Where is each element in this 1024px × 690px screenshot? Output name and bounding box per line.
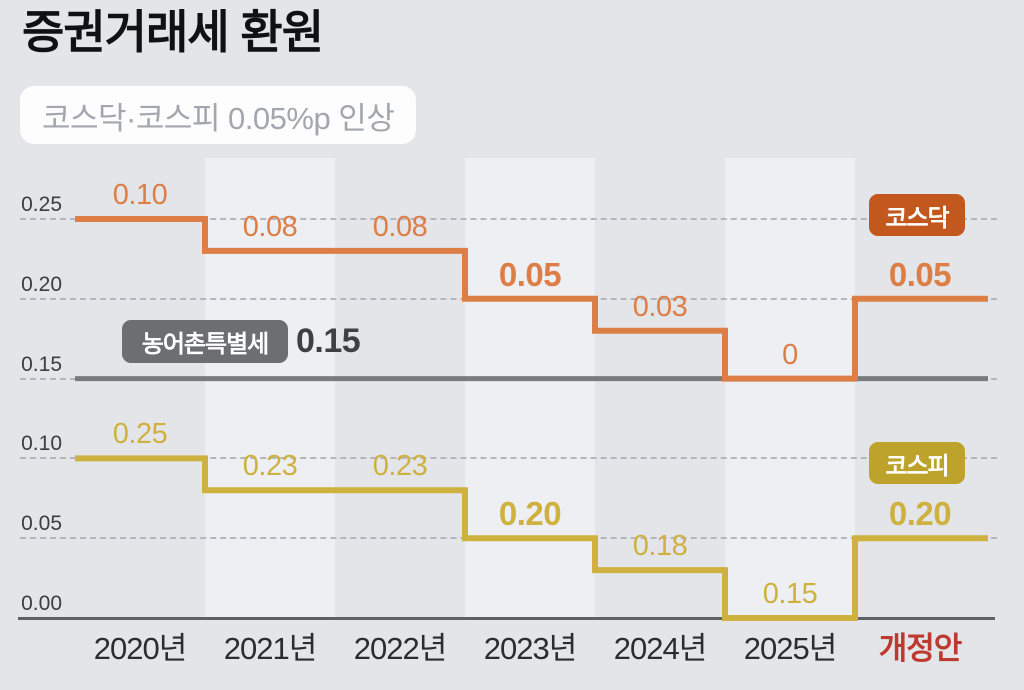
- y-axis-tick-label: 0.00: [21, 592, 62, 615]
- page-title: 증권거래세 환원: [22, 6, 324, 58]
- x-axis-label-4: 2023년: [483, 631, 577, 666]
- x-axis-label-5: 2024년: [613, 631, 707, 666]
- kospi-badge-label: 코스피: [885, 452, 949, 480]
- data-label-코스닥-2023년: 0.05: [498, 255, 562, 293]
- data-label-코스피-2025년: 0.15: [762, 578, 818, 610]
- subtitle-pill: 코스닥·코스피 0.05%p 인상: [20, 86, 417, 144]
- x-axis-label-6: 2025년: [743, 631, 837, 666]
- special-tax-value: 0.15: [296, 322, 361, 360]
- data-label-코스피-2020년: 0.25: [112, 418, 168, 451]
- y-axis-tick-label: 0.05: [21, 512, 62, 536]
- data-label-코스피-2021년: 0.23: [242, 450, 298, 483]
- gridline: [20, 218, 997, 220]
- y-axis-tick-label: 0.25: [21, 193, 62, 216]
- data-label-코스닥-2021년: 0.08: [242, 210, 298, 243]
- background-stripe: [465, 158, 595, 618]
- data-label-코스닥-개정안: 0.05: [888, 255, 952, 293]
- special-tax-badge-label: 농어촌특별세: [141, 331, 269, 358]
- x-axis-label-7: 개정안: [878, 631, 963, 666]
- data-label-코스피-2024년: 0.18: [632, 530, 688, 563]
- subtitle-text: 코스닥·코스피 0.05%p 인상: [42, 100, 395, 136]
- data-label-코스닥-2020년: 0.10: [112, 179, 168, 211]
- y-axis-tick-label: 0.15: [21, 352, 62, 376]
- gridline: [20, 457, 997, 460]
- data-label-코스피-2022년: 0.23: [372, 450, 428, 483]
- kosdaq-badge-label: 코스닥: [885, 204, 949, 232]
- data-label-코스피-2023년: 0.20: [498, 495, 562, 533]
- special-tax-badge: 농어촌특별세: [122, 320, 288, 363]
- series-line-코스피: [75, 455, 988, 621]
- data-label-코스닥-2022년: 0.08: [372, 210, 428, 243]
- background-stripe: [725, 158, 855, 618]
- x-axis-line: [18, 617, 995, 620]
- series-line-코스닥: [75, 216, 988, 382]
- kospi-legend-badge: 코스피: [869, 442, 965, 484]
- x-axis-label-2: 2021년: [223, 631, 317, 666]
- x-axis-label-3: 2022년: [353, 631, 447, 666]
- background-stripe: [205, 158, 335, 618]
- kosdaq-legend-badge: 코스닥: [869, 194, 965, 236]
- data-label-코스피-개정안: 0.20: [888, 495, 952, 533]
- x-axis-label-1: 2020년: [93, 631, 187, 666]
- data-label-코스닥-2024년: 0.03: [632, 290, 688, 323]
- data-label-코스닥-2025년: 0: [782, 338, 798, 371]
- y-axis-tick-label: 0.10: [21, 432, 62, 456]
- y-axis-tick-label: 0.20: [21, 272, 62, 296]
